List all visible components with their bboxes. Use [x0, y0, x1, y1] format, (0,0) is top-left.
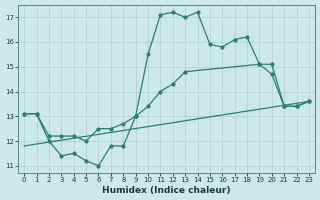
- X-axis label: Humidex (Indice chaleur): Humidex (Indice chaleur): [102, 186, 231, 195]
